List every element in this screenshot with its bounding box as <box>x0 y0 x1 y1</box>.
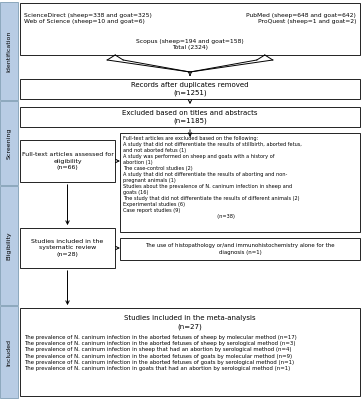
Bar <box>0 306 18 398</box>
Text: Identification: Identification <box>7 30 12 72</box>
Bar <box>120 133 360 232</box>
Text: The prevalence of N. caninum infection in the aborted fetuses of sheep by molecu: The prevalence of N. caninum infection i… <box>24 335 297 371</box>
Text: ScienceDirect (sheep=338 and goat=325)
Web of Science (sheep=10 and goat=6): ScienceDirect (sheep=338 and goat=325) W… <box>24 13 152 24</box>
Text: Screening: Screening <box>7 127 12 159</box>
Text: PubMed (sheep=648 and goat=642)
ProQuest (sheep=1 and goat=2): PubMed (sheep=648 and goat=642) ProQuest… <box>246 13 356 24</box>
Text: Studies included in the meta-analysis: Studies included in the meta-analysis <box>124 315 256 321</box>
Text: Full-text articles assessed for
eligibility
(n=66): Full-text articles assessed for eligibil… <box>21 152 114 170</box>
Text: Studies included in the
systematic review
(n=28): Studies included in the systematic revie… <box>31 239 104 257</box>
Text: Scopus (sheep=194 and goat=158)
Total (2324): Scopus (sheep=194 and goat=158) Total (2… <box>136 39 244 50</box>
Text: The use of histopathology or/and immunohistochemistry alone for the
diagnosis (n: The use of histopathology or/and immunoh… <box>145 243 335 254</box>
Text: Excluded based on titles and abstracts
(n=1185): Excluded based on titles and abstracts (… <box>122 110 258 124</box>
Bar <box>20 107 360 127</box>
Bar <box>20 140 115 182</box>
Bar <box>20 3 360 55</box>
Bar <box>20 308 360 396</box>
Bar <box>20 79 360 99</box>
Text: (n=27): (n=27) <box>178 324 202 330</box>
Bar <box>0 101 18 185</box>
Text: Full-text articles are excluded based on the following:
A study that did not dif: Full-text articles are excluded based on… <box>123 136 302 219</box>
Text: Included: Included <box>7 338 12 366</box>
Bar <box>120 238 360 260</box>
Bar <box>0 186 18 305</box>
Text: Records after duplicates removed
(n=1251): Records after duplicates removed (n=1251… <box>131 82 249 96</box>
Text: Eligibility: Eligibility <box>7 231 12 260</box>
Bar <box>0 2 18 100</box>
Bar <box>20 228 115 268</box>
